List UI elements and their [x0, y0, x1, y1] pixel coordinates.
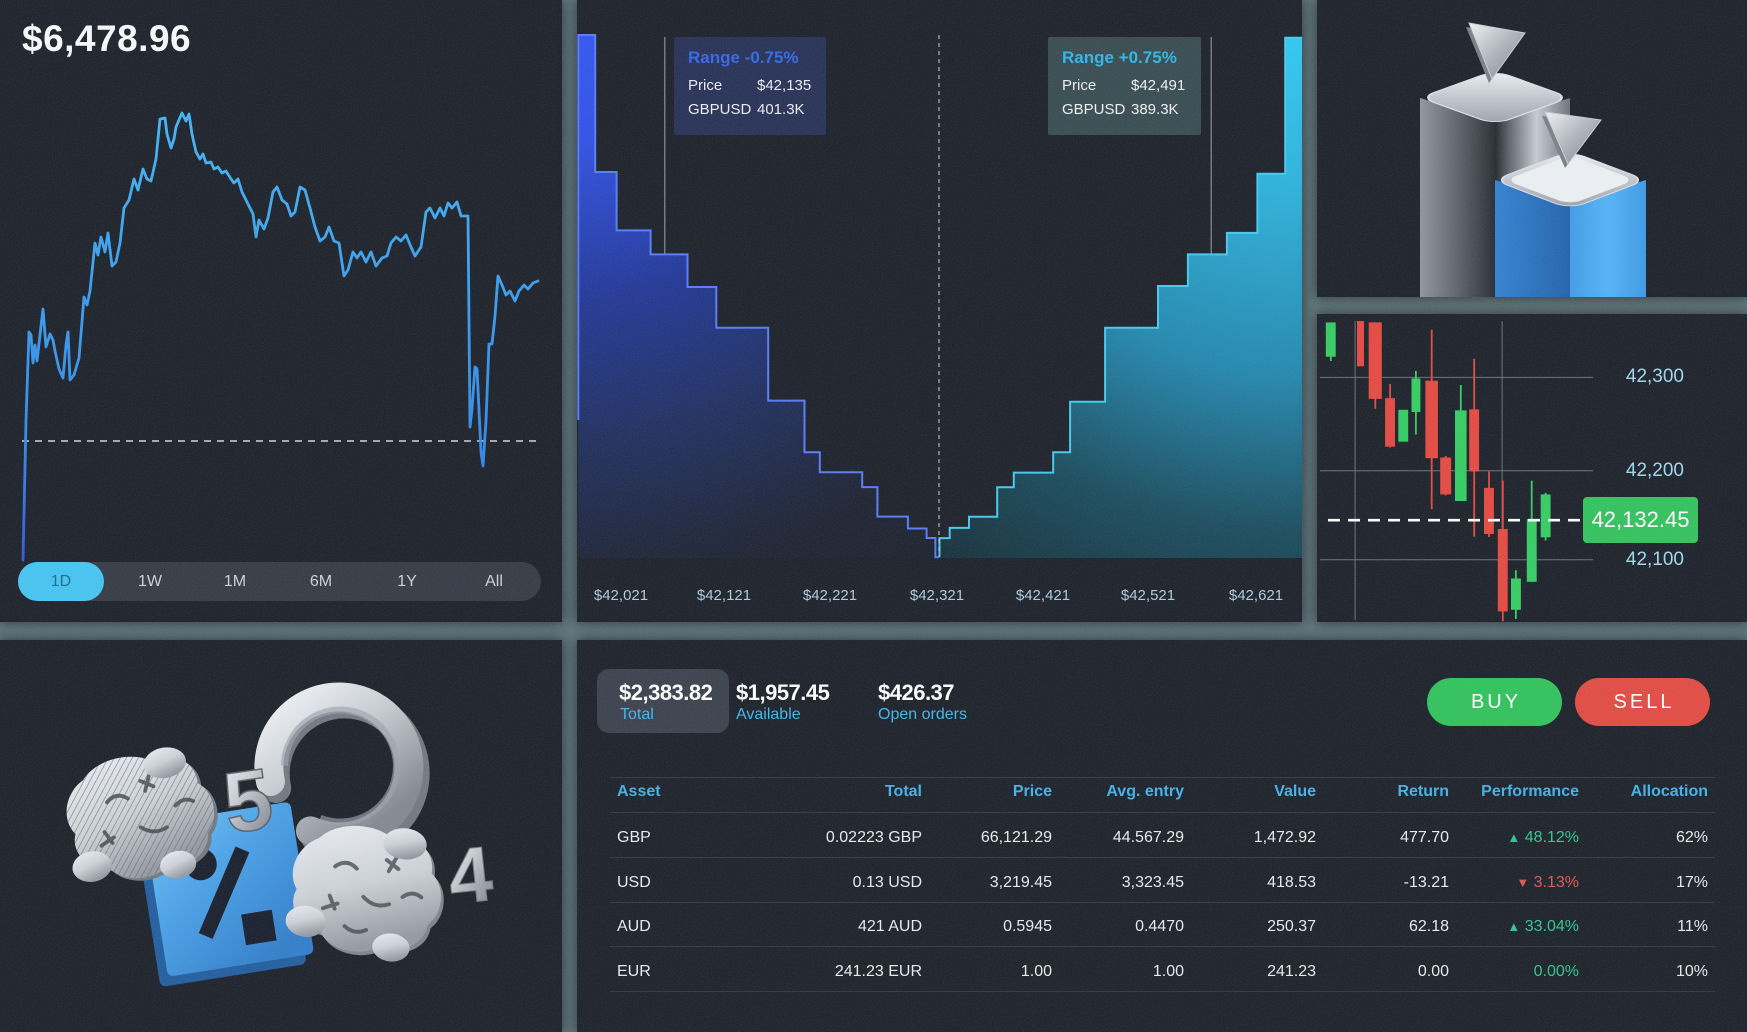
- svg-text:4: 4: [444, 829, 496, 921]
